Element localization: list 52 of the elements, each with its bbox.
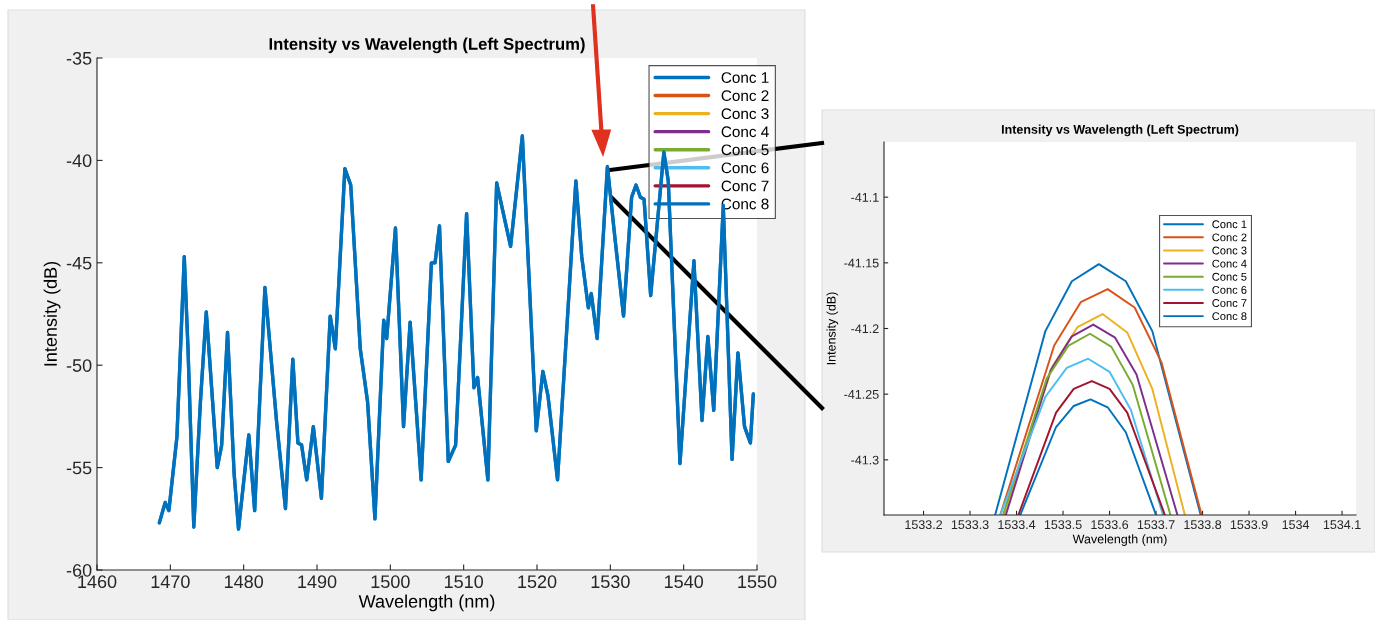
y-tick-label: -55 (66, 461, 92, 475)
x-tick-label: 1510 (444, 575, 484, 589)
x-axis-title: Wavelength (nm) (1072, 534, 1167, 546)
legend-label: Conc 5 (1212, 272, 1247, 281)
x-tick-label: 1500 (371, 575, 410, 589)
legend-label: Conc 1 (721, 72, 769, 83)
chart-title: Intensity vs Wavelength (Left Spectrum) (269, 37, 585, 54)
x-tick-label: 1533.9 (1230, 520, 1268, 530)
legend-label: Conc 3 (1212, 246, 1247, 255)
y-tick-label: -40 (66, 154, 92, 168)
x-axis-title: Wavelength (nm) (358, 594, 495, 612)
y-tick-label: -41.1 (851, 193, 879, 202)
legend-label: Conc 4 (721, 126, 769, 138)
legend-label: Conc 8 (1212, 312, 1247, 321)
x-tick-label: 1490 (298, 575, 337, 589)
x-tick-label: 1533.5 (1044, 520, 1082, 530)
x-tick-label: 1540 (664, 575, 704, 589)
x-tick-label: 1520 (518, 575, 557, 589)
x-tick-label: 1480 (224, 575, 264, 589)
x-tick-label: 1533.8 (1184, 520, 1222, 530)
legend-label: Conc 4 (1212, 259, 1247, 268)
x-tick-label: 1460 (78, 575, 117, 589)
x-tick-label: 1533.7 (1137, 520, 1175, 530)
y-tick-label: -35 (66, 51, 92, 65)
y-tick-label: -41.25 (844, 389, 879, 399)
legend-label: Conc 3 (721, 108, 769, 120)
x-tick-label: 1470 (151, 575, 190, 589)
legend-label: Conc 1 (1212, 220, 1247, 229)
legend-label: Conc 6 (1212, 285, 1247, 294)
legend-label: Conc 7 (721, 180, 769, 192)
y-tick-label: -41.15 (844, 258, 879, 268)
chart-title: Intensity vs Wavelength (Left Spectrum) (1001, 124, 1239, 137)
y-tick-label: -41.2 (851, 324, 879, 334)
y-tick-label: -41.3 (851, 455, 879, 465)
x-tick-label: 1530 (591, 575, 630, 589)
x-tick-label: 1533.3 (951, 520, 989, 530)
x-tick-label: 1534.1 (1323, 520, 1361, 530)
x-tick-label: 1533.4 (998, 520, 1036, 530)
y-axis-title: Intensity (dB) (826, 292, 839, 365)
x-tick-label: 1534 (1282, 520, 1310, 530)
legend-label: Conc 2 (1212, 233, 1247, 242)
y-tick-label: -45 (66, 256, 92, 270)
x-tick-label: 1533.6 (1091, 520, 1129, 530)
y-axis-title: Intensity (dB) (43, 261, 61, 366)
legend-label: Conc 7 (1212, 299, 1247, 307)
legend-label: Conc 2 (721, 90, 769, 102)
x-tick-label: 1533.2 (905, 520, 943, 530)
legend-label: Conc 5 (721, 144, 769, 156)
y-tick-label: -50 (66, 359, 92, 372)
legend-label: Conc 6 (721, 162, 769, 174)
x-tick-label: 1550 (738, 575, 777, 589)
y-tick-label: -60 (66, 563, 92, 577)
